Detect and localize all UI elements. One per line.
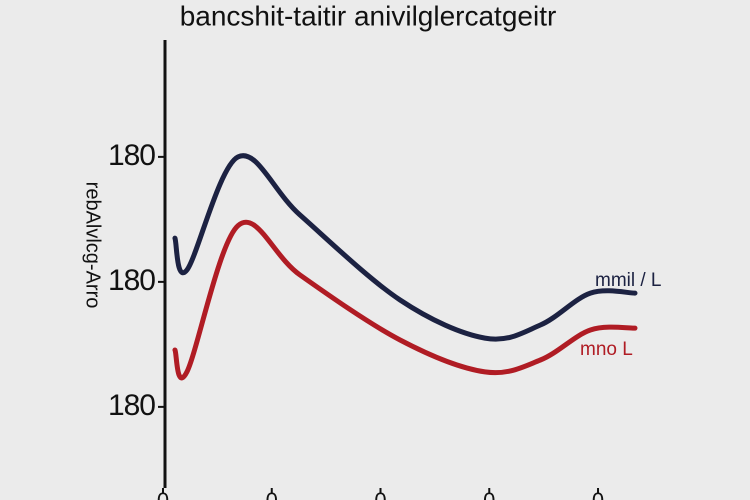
x-tick-label: 0 xyxy=(374,488,386,500)
line xyxy=(172,219,638,381)
y-axis-label: rebAlvlcg-Arro xyxy=(82,182,104,309)
y-tick-label: 180 xyxy=(108,389,155,422)
y-tick-label: 180 xyxy=(108,264,155,297)
series-label: mmil / L xyxy=(595,270,662,291)
x-tick-label: 0 xyxy=(592,488,604,500)
chart-title: bancshit-taitir anivilglercatgeitr xyxy=(180,0,557,31)
y-tick-label: 180 xyxy=(108,139,155,172)
x-tick-label: 0 xyxy=(266,488,278,500)
x-tick-label: 0 xyxy=(157,488,169,500)
line xyxy=(172,153,638,342)
series-label: mno L xyxy=(580,339,633,360)
x-tick-label: 0 xyxy=(483,488,495,500)
